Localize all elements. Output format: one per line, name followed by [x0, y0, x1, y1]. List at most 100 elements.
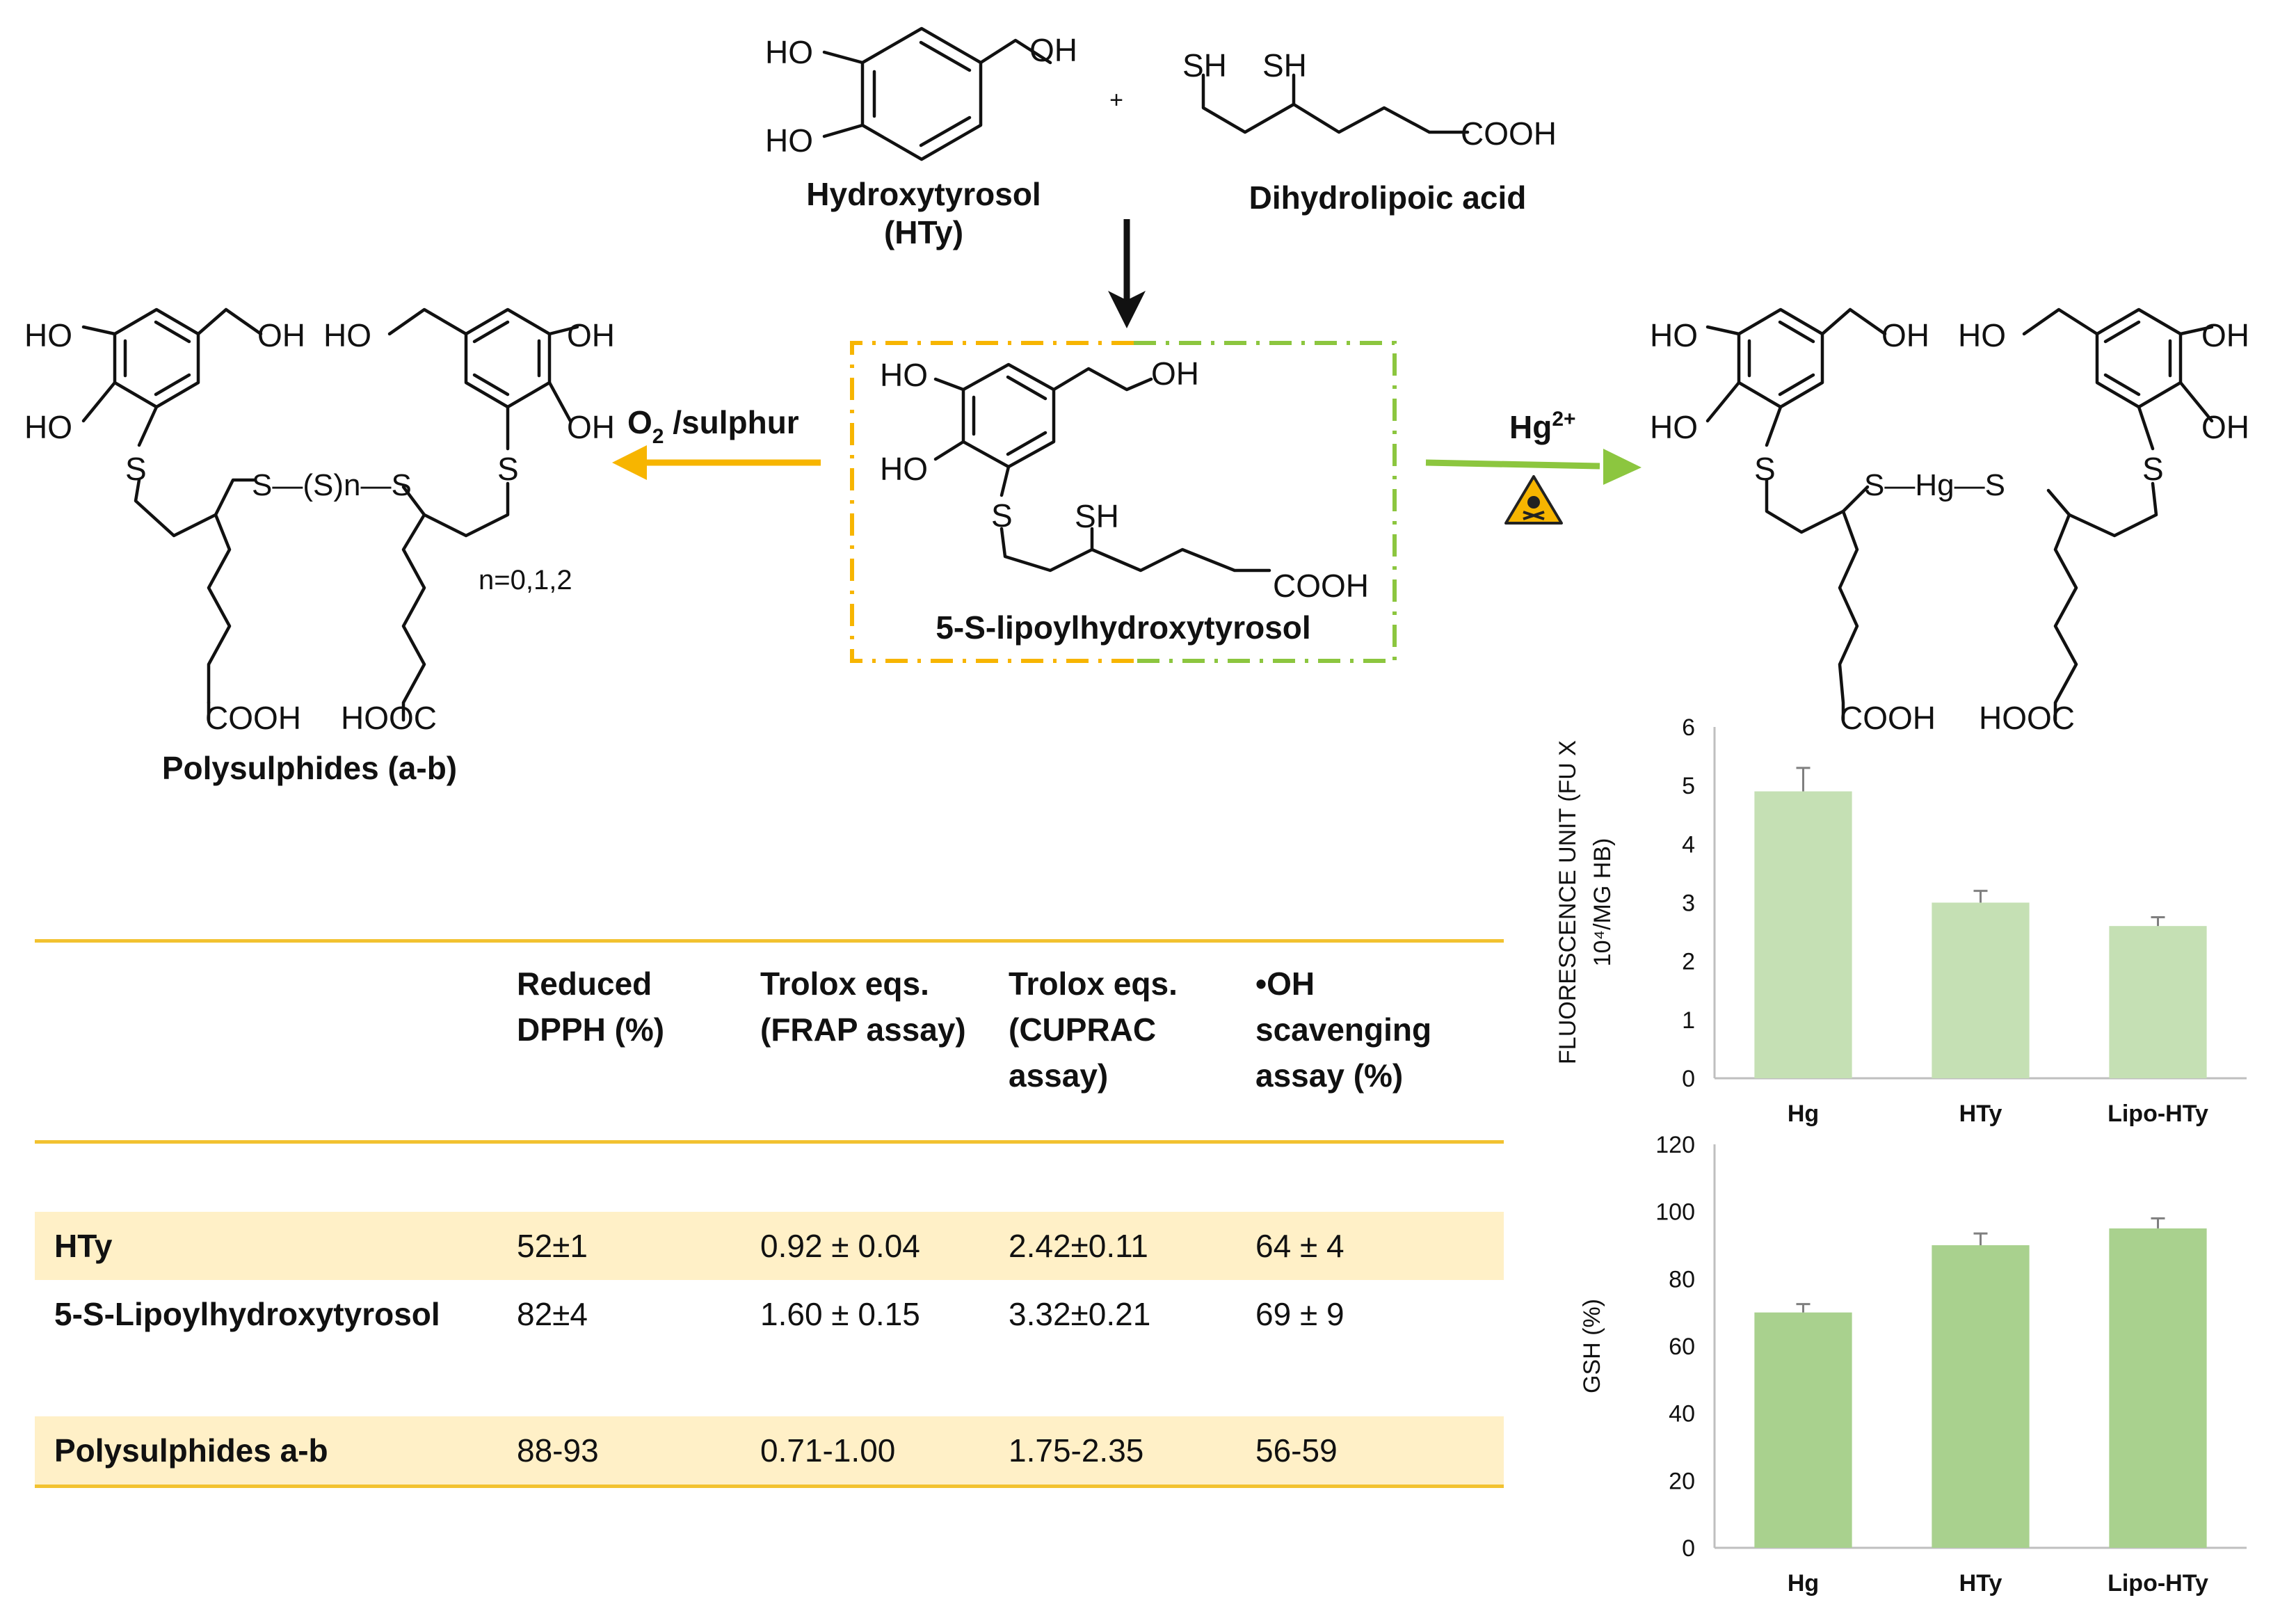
header-line: assay (%) [1255, 1057, 1404, 1094]
atom-label: OH [567, 317, 615, 353]
fluorescence-bar-chart: FLUORESCENCE UNIT (FU X 10⁴/MG HB) 0 1 2 3 4… [1555, 714, 2247, 1127]
atom-label: HO [880, 451, 928, 487]
cell: 1.75-2.35 [1009, 1432, 1144, 1469]
polysulphides-name: Polysulphides (a-b) [162, 750, 457, 786]
mercury-arrow-label: Hg2+ [1509, 408, 1576, 445]
y-tick-label: 1 [1682, 1007, 1695, 1034]
cell: 0.71-1.00 [760, 1432, 896, 1469]
y-tick-label: 3 [1682, 890, 1695, 917]
atom-label: S [125, 451, 147, 487]
mercury-complex-structure: HO HO OH HO OH OH S S S—Hg—S COOH HOOC [1650, 307, 2249, 736]
atom-label: HO [765, 34, 813, 70]
plus-sign: + [1109, 87, 1123, 113]
header-line: (CUPRAC [1009, 1011, 1157, 1048]
atom-label: OH [257, 317, 305, 353]
header-line: assay) [1009, 1057, 1109, 1094]
atom-label: COOH [1840, 700, 1936, 736]
bar-hg [1754, 1312, 1852, 1548]
table-spacer [35, 1142, 1504, 1213]
bar-lipo-hty [2109, 926, 2207, 1078]
chart2-y-axis-title: GSH (%) [1579, 1299, 1605, 1393]
atom-label: HO [765, 122, 813, 159]
x-tick-label: Lipo-HTy [2108, 1570, 2208, 1597]
mercury-bridge: S—Hg—S [1864, 468, 2005, 502]
dihydrolipoic-acid-name: Dihydrolipoic acid [1249, 179, 1527, 216]
table-header-row: Reduced DPPH (%) Trolox eqs. (FRAP assay… [35, 941, 1504, 1142]
atom-label: HO [323, 317, 371, 353]
atom-label: SH [1262, 47, 1307, 83]
atom-label: S [497, 451, 519, 487]
y-tick-label: 0 [1682, 1535, 1695, 1562]
table-header-empty [35, 941, 517, 1142]
atom-label: S [1754, 451, 1776, 487]
atom-label: COOH [1273, 568, 1369, 604]
polysulphide-structure: HO HO OH HO OH OH S S S—(S)n—S COOH HOOC… [24, 307, 615, 736]
atom-label: OH [1029, 32, 1077, 68]
x-tick-label: Hg [1788, 1101, 1819, 1127]
polysulfide-bridge: S—(S)n—S [252, 468, 412, 502]
atom-label: OH [1881, 317, 1929, 353]
y-tick-label: 20 [1669, 1468, 1695, 1494]
atom-label: HO [1650, 317, 1698, 353]
atom-label: HOOC [1979, 700, 2075, 736]
atom-label: SH [1182, 47, 1227, 83]
gsh-bar-chart: GSH (%) 0 20 40 60 80 100 120 Hg HTy Lipo-HTy [1579, 1132, 2247, 1597]
table-header-frap: Trolox eqs. (FRAP assay) [760, 941, 1009, 1142]
chart1-y-axis-title-line1: FLUORESCENCE UNIT (FU X [1555, 740, 1581, 1064]
header-line: (FRAP assay) [760, 1011, 966, 1048]
cell: 0.92 ± 0.04 [760, 1228, 920, 1264]
cell: 3.32±0.21 [1009, 1296, 1151, 1332]
cell: 69 ± 9 [1255, 1296, 1344, 1332]
atom-label: S [2142, 451, 2164, 487]
bar-hty [1932, 902, 2030, 1078]
oxidation-arrow [612, 445, 821, 480]
antioxidant-properties-table: Reduced DPPH (%) Trolox eqs. (FRAP assay… [35, 939, 1504, 1488]
atom-label: OH [567, 409, 615, 445]
atom-label: HO [24, 409, 72, 445]
bar-hty [1932, 1245, 2030, 1548]
x-tick-label: HTy [1959, 1570, 2002, 1597]
atom-label: OH [1151, 355, 1199, 392]
lipoylhydroxytyrosol-structure: HO HO OH S SH COOH [880, 355, 1369, 604]
table-spacer [35, 1348, 1504, 1416]
atom-label: HO [1650, 409, 1698, 445]
atom-label: COOH [1461, 115, 1557, 152]
hydroxytyrosol-abbrev: (HTy) [884, 214, 963, 250]
y-tick-label: 60 [1669, 1334, 1695, 1360]
header-line: scavenging [1255, 1011, 1432, 1048]
table-header-oh-scavenging: •OH scavenging assay (%) [1255, 941, 1504, 1142]
y-tick-label: 5 [1682, 773, 1695, 799]
table-header-dpph: Reduced DPPH (%) [517, 941, 760, 1142]
y-tick-label: 100 [1655, 1199, 1695, 1226]
y-tick-label: 4 [1682, 831, 1695, 858]
center-product-box [850, 341, 1397, 663]
table-row: Polysulphides a-b 88-93 0.71-1.00 1.75-2… [35, 1416, 1504, 1487]
x-tick-label: Hg [1788, 1570, 1819, 1597]
cell: 88-93 [517, 1432, 599, 1469]
atom-label: OH [2201, 317, 2249, 353]
y-tick-label: 40 [1669, 1401, 1695, 1427]
y-tick-label: 80 [1669, 1266, 1695, 1293]
atom-label: HO [880, 357, 928, 393]
header-line: Trolox eqs. [1009, 966, 1178, 1002]
hydroxytyrosol-structure: HO HO OH [765, 26, 1077, 161]
hydroxytyrosol-name: Hydroxytyrosol [806, 176, 1041, 212]
dihydrolipoic-acid-structure: SH SH COOH [1182, 47, 1557, 152]
x-tick-label: Lipo-HTy [2108, 1101, 2208, 1127]
atom-label: HO [24, 317, 72, 353]
header-line: DPPH (%) [517, 1011, 665, 1048]
cell: 82±4 [517, 1296, 588, 1332]
bar-lipo-hty [2109, 1228, 2207, 1548]
atom-label: HO [1958, 317, 2006, 353]
header-line: •OH [1255, 966, 1315, 1002]
row-name: 5-S-Lipoylhydroxytyrosol [54, 1296, 440, 1332]
header-line: Reduced [517, 966, 652, 1002]
cell: 56-59 [1255, 1432, 1338, 1469]
atom-label: SH [1075, 498, 1119, 534]
x-tick-label: HTy [1959, 1101, 2002, 1127]
lipoylhydroxytyrosol-name: 5-S-lipoylhydroxytyrosol [936, 609, 1310, 646]
skull-crossbones-hazard-icon [1504, 475, 1563, 525]
atom-label: OH [2201, 409, 2249, 445]
y-tick-label: 0 [1682, 1066, 1695, 1092]
cell: 52±1 [517, 1228, 588, 1264]
